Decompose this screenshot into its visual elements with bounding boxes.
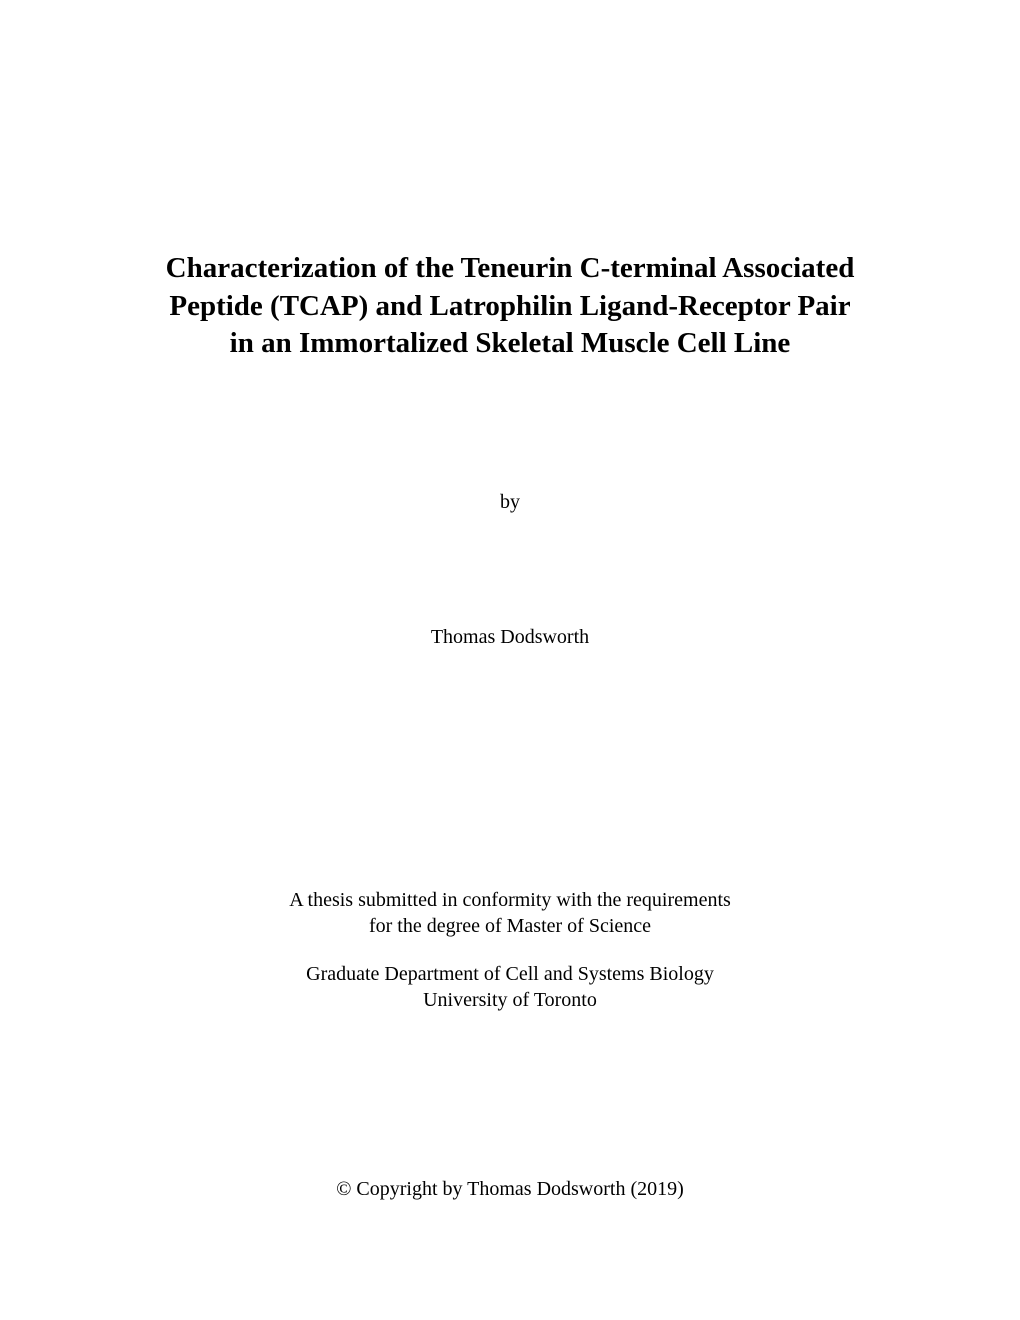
byline: by <box>500 491 520 514</box>
title-line-1: Characterization of the Teneurin C-termi… <box>166 250 855 288</box>
university-line: University of Toronto <box>306 987 714 1013</box>
thesis-line-1: A thesis submitted in conformity with th… <box>289 887 731 913</box>
page-container: Characterization of the Teneurin C-termi… <box>0 0 1020 1320</box>
author-name: Thomas Dodsworth <box>431 626 589 649</box>
title-line-2: Peptide (TCAP) and Latrophilin Ligand-Re… <box>166 288 855 326</box>
copyright-notice: © Copyright by Thomas Dodsworth (2019) <box>336 1178 684 1201</box>
department-block: Graduate Department of Cell and Systems … <box>306 961 714 1013</box>
title-line-3: in an Immortalized Skeletal Muscle Cell … <box>166 325 855 363</box>
document-title: Characterization of the Teneurin C-termi… <box>166 250 855 363</box>
thesis-line-2: for the degree of Master of Science <box>289 913 731 939</box>
department-line-1: Graduate Department of Cell and Systems … <box>306 961 714 987</box>
thesis-statement: A thesis submitted in conformity with th… <box>289 887 731 939</box>
